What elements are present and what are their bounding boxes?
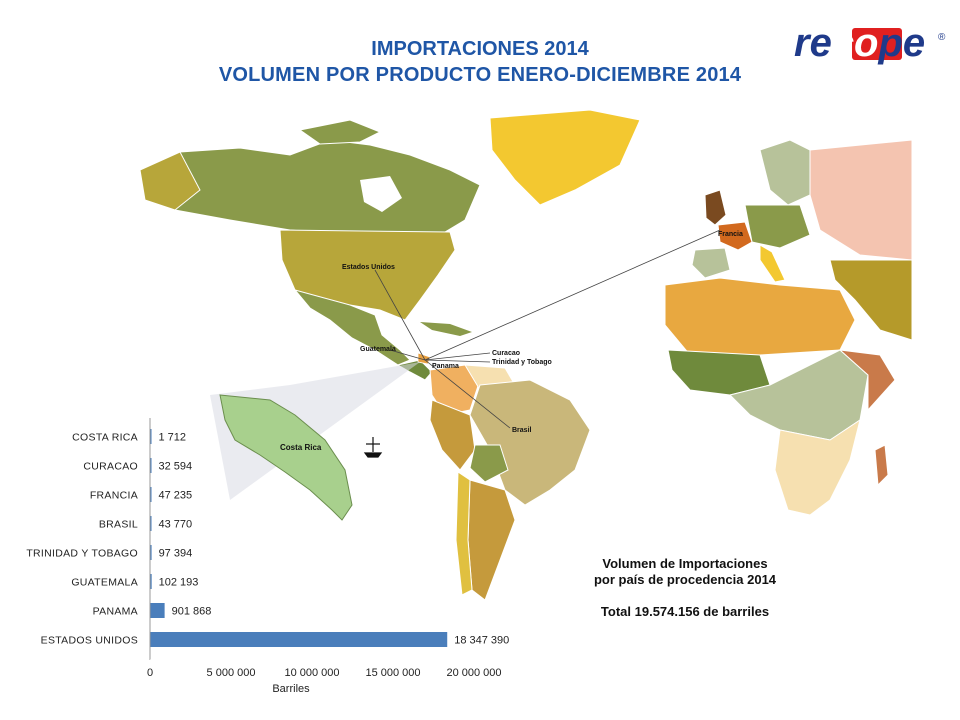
map-region-russia — [809, 139, 912, 261]
map-region-canada — [139, 139, 481, 236]
x-tick-label: 5 000 000 — [207, 667, 256, 679]
data-label-panama: 901 868 — [172, 606, 212, 618]
logo-text: recope — [794, 21, 925, 65]
map-region-france — [717, 221, 753, 251]
category-label-curacao: CURACAO — [83, 461, 138, 473]
map-region-iberia — [691, 247, 731, 279]
data-label-curacao: 32 594 — [159, 461, 193, 473]
data-label-costa-rica: 1 712 — [159, 432, 187, 444]
map-region-usa — [279, 229, 456, 321]
logo-registered-mark: ® — [938, 32, 946, 43]
map-region-middle-east — [829, 259, 912, 341]
bar-francia — [150, 487, 152, 502]
bar-costa-rica — [150, 429, 152, 444]
map-label-trinidad: Trinidad y Tobago — [492, 359, 552, 366]
map-region-mexico — [293, 289, 411, 366]
map-region-bolivia — [469, 444, 509, 483]
x-tick-label: 10 000 000 — [284, 667, 339, 679]
category-label-brasil: BRASIL — [99, 519, 138, 531]
map-region-chile — [455, 471, 473, 596]
data-label-brasil: 43 770 — [159, 519, 193, 531]
bar-guatemala — [150, 574, 152, 589]
map-label-curacao: Curacao — [492, 350, 520, 357]
map-region-north-africa — [664, 277, 856, 356]
category-label-panama: PANAMA — [93, 606, 138, 618]
costa-rica-inset-label: Costa Rica — [280, 443, 322, 452]
map-region-greenland — [489, 110, 641, 206]
map-label-panama: Panama — [432, 363, 459, 370]
bar-panama — [150, 603, 165, 618]
chart-category-labels: COSTA RICA CURACAO FRANCIA BRASIL TRINIDAD Y… — [26, 432, 138, 647]
page-subtitle: VOLUMEN POR PRODUCTO ENERO-DICIEMBRE 201… — [218, 64, 742, 86]
page-title: IMPORTACIONES 2014 — [371, 38, 589, 60]
map-region-hudson-bay — [360, 176, 402, 212]
chart-bars — [150, 429, 448, 647]
data-label-francia: 47 235 — [159, 490, 193, 502]
category-label-trinidad-y-tobago: TRINIDAD Y TOBAGO — [26, 548, 138, 560]
world-map: Estados Unidos Francia Guatemala Panama … — [139, 110, 912, 601]
bar-brasil — [150, 516, 152, 531]
data-label-trinidad-y-tobago: 97 394 — [159, 548, 193, 560]
logo-accent-box — [852, 28, 902, 60]
bar-curacao — [150, 458, 152, 473]
inset-zoom-wedge — [210, 362, 420, 500]
category-label-guatemala: GUATEMALA — [71, 577, 138, 589]
category-label-costa-rica: COSTA RICA — [72, 432, 138, 444]
data-label-estados-unidos: 18 347 390 — [454, 635, 509, 647]
bar-estados-unidos — [150, 632, 448, 647]
map-region-east-africa — [838, 349, 896, 412]
map-label-guatemala: Guatemala — [360, 346, 396, 353]
caption-line-2: por país de procedencia 2014 — [593, 572, 777, 587]
map-region-madagascar — [874, 444, 889, 487]
bar-trinidad-y-tobago — [150, 545, 152, 560]
caption-line-1: Volumen de Importaciones — [602, 556, 768, 571]
chart-x-axis-label: Barriles — [272, 683, 310, 695]
oil-rig-icon — [363, 437, 383, 458]
map-label-france: Francia — [718, 231, 743, 238]
x-tick-label: 20 000 000 — [446, 667, 501, 679]
category-label-francia: FRANCIA — [90, 490, 138, 502]
recope-logo: recope ® — [794, 21, 946, 65]
map-region-peru — [429, 399, 476, 471]
map-region-southern-africa — [774, 418, 861, 516]
map-region-italy — [759, 244, 786, 283]
chart-x-ticks: 0 5 000 000 10 000 000 15 000 000 20 000 000 — [147, 667, 502, 679]
map-region-caribbean — [420, 322, 472, 336]
chart-data-labels: 1 712 32 594 47 235 43 770 97 394 102 193 901 … — [159, 432, 510, 647]
costa-rica-inset — [219, 394, 353, 521]
map-region-west-africa — [667, 349, 771, 396]
map-label-brasil: Brasil — [512, 427, 532, 434]
category-label-estados-unidos: ESTADOS UNIDOS — [41, 635, 138, 647]
map-label-usa: Estados Unidos — [342, 264, 395, 271]
map-leader-lines — [374, 229, 721, 429]
x-tick-label: 0 — [147, 667, 153, 679]
map-region-uk — [704, 189, 727, 226]
map-region-arctic-islands — [298, 119, 382, 145]
map-region-central-europe — [744, 204, 811, 249]
x-tick-label: 15 000 000 — [365, 667, 420, 679]
bar-chart: COSTA RICA CURACAO FRANCIA BRASIL TRINIDAD Y… — [26, 418, 510, 695]
data-label-guatemala: 102 193 — [159, 577, 199, 589]
map-region-alaska — [139, 151, 201, 211]
caption-total: Total 19.574.156 de barriles — [600, 604, 770, 619]
